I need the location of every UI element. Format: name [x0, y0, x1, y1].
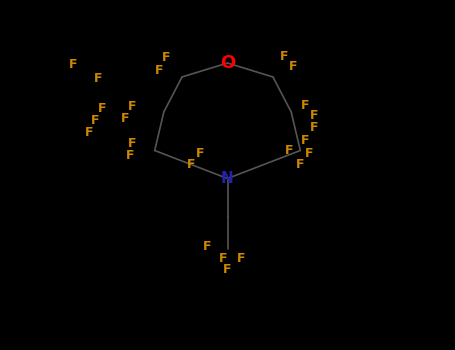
Text: F: F: [301, 133, 309, 147]
Text: F: F: [296, 158, 304, 171]
Text: F: F: [280, 49, 288, 63]
Text: F: F: [85, 126, 93, 140]
Text: F: F: [305, 147, 313, 161]
Text: F: F: [69, 58, 77, 71]
Text: F: F: [196, 147, 204, 161]
Text: F: F: [301, 98, 309, 112]
Text: F: F: [128, 137, 136, 150]
Text: F: F: [91, 114, 100, 127]
Text: F: F: [285, 144, 293, 157]
Text: F: F: [289, 60, 298, 73]
Text: F: F: [223, 263, 232, 276]
Text: F: F: [121, 112, 129, 126]
Text: F: F: [162, 51, 170, 64]
Text: F: F: [219, 252, 227, 266]
Text: F: F: [310, 121, 318, 134]
Text: F: F: [98, 102, 106, 115]
Text: F: F: [94, 72, 102, 85]
Text: F: F: [203, 240, 211, 253]
Text: F: F: [310, 109, 318, 122]
Text: F: F: [187, 158, 195, 171]
Text: F: F: [128, 100, 136, 113]
Text: F: F: [126, 149, 134, 162]
Text: F: F: [237, 252, 245, 266]
Text: N: N: [221, 171, 234, 186]
Text: F: F: [155, 63, 163, 77]
Text: O: O: [220, 54, 235, 72]
